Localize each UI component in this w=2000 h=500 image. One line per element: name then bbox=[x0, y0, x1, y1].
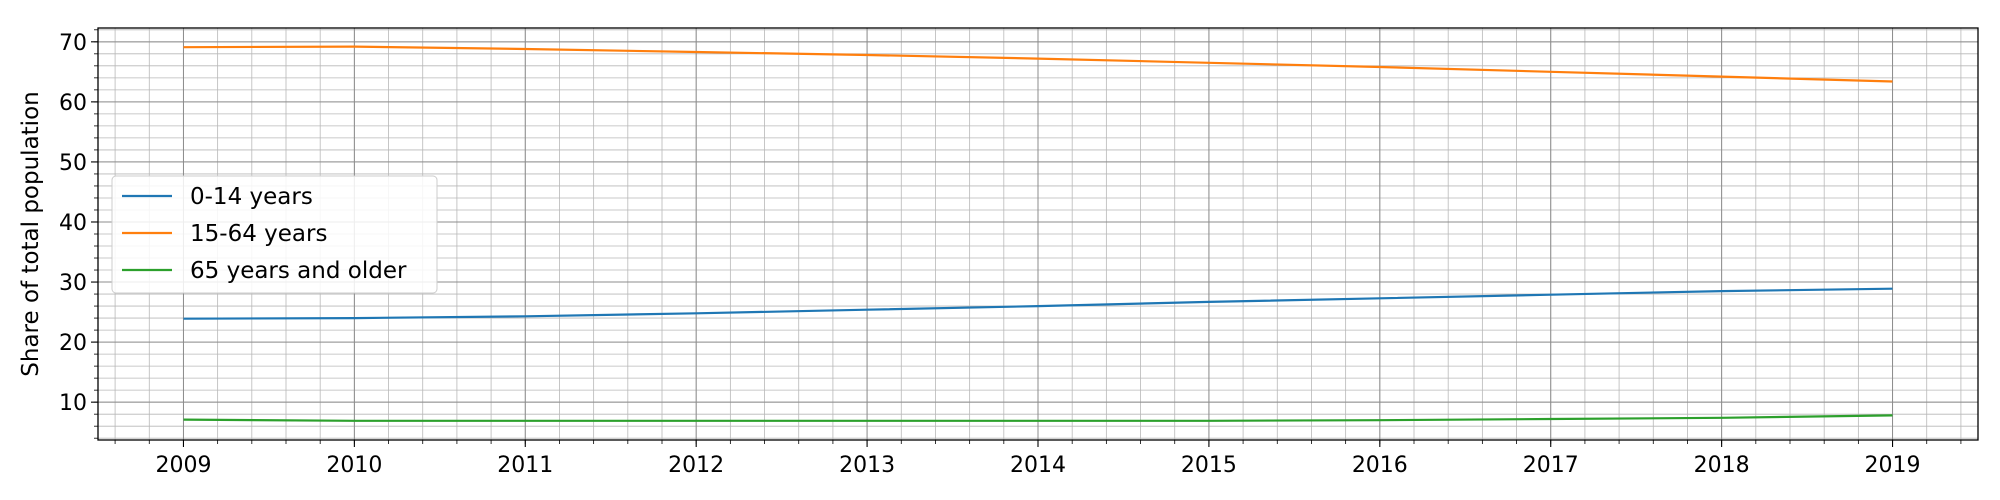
x-tick-labels: 2009 2010 2011 2012 2013 2014 2015 2016 2017 2018… bbox=[155, 453, 1920, 478]
x-tick-label: 2015 bbox=[1181, 453, 1237, 478]
y-tick-label: 40 bbox=[59, 211, 87, 236]
y-axis-title: Share of total population bbox=[18, 91, 44, 376]
x-tick-label: 2011 bbox=[497, 453, 553, 478]
legend-label-1: 15-64 years bbox=[190, 221, 327, 247]
y-tick-label: 50 bbox=[59, 151, 87, 176]
y-tick-label: 20 bbox=[59, 331, 87, 356]
x-tick-label: 2009 bbox=[155, 453, 211, 478]
legend-box bbox=[111, 175, 438, 294]
axis-ticks bbox=[91, 29, 1962, 447]
y-tick-labels: 10 20 30 40 50 60 70 bbox=[59, 31, 87, 416]
x-tick-label: 2019 bbox=[1865, 453, 1921, 478]
legend-label-2: 65 years and older bbox=[190, 258, 407, 284]
series-layer bbox=[183, 45, 1893, 422]
series-line-0 bbox=[183, 287, 1893, 320]
legend: 0-14 years 15-64 years 65 years and older bbox=[111, 175, 438, 294]
y-tick-label: 10 bbox=[59, 391, 87, 416]
series-line-2 bbox=[183, 414, 1893, 422]
x-tick-label: 2014 bbox=[1010, 453, 1066, 478]
x-tick-label: 2010 bbox=[326, 453, 382, 478]
y-tick-label: 70 bbox=[59, 31, 87, 56]
x-tick-label: 2012 bbox=[668, 453, 724, 478]
x-tick-label: 2018 bbox=[1694, 453, 1750, 478]
series-line-1 bbox=[183, 45, 1893, 83]
y-tick-label: 60 bbox=[59, 91, 87, 116]
x-tick-label: 2016 bbox=[1352, 453, 1408, 478]
x-tick-label: 2013 bbox=[839, 453, 895, 478]
legend-label-0: 0-14 years bbox=[190, 184, 313, 210]
y-tick-label: 30 bbox=[59, 271, 87, 296]
x-tick-label: 2017 bbox=[1523, 453, 1579, 478]
